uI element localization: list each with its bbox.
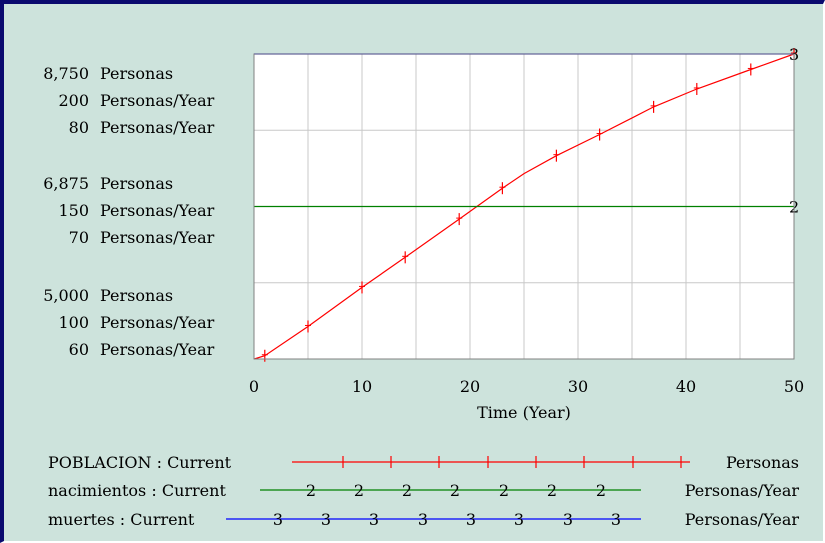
y-tick-label: 150 — [58, 201, 89, 220]
x-tick-label: 30 — [568, 377, 588, 396]
legend-marker: 3 — [273, 510, 283, 529]
y-axis-units: Personas/Year — [100, 91, 215, 110]
y-tick-label: 60 — [69, 340, 89, 359]
legend-label: POBLACION : Current — [48, 453, 232, 472]
legend-label: muertes : Current — [48, 510, 195, 529]
x-tick-label: 20 — [460, 377, 480, 396]
legend-marker: 3 — [369, 510, 379, 529]
y-tick-label: 80 — [69, 118, 89, 137]
legend-marker: 2 — [499, 481, 509, 500]
y-axis-units: Personas/Year — [100, 313, 215, 332]
y-tick-label: 6,875 — [43, 174, 89, 193]
x-axis-label: Time (Year) — [477, 403, 571, 422]
y-tick-label: 70 — [69, 228, 89, 247]
y-axis-units: Personas/Year — [100, 228, 215, 247]
legend-units: Personas/Year — [685, 481, 800, 500]
x-axis-tick-labels: 0 10 20 30 40 50 — [249, 377, 804, 396]
legend-units: Personas/Year — [685, 510, 800, 529]
series-line-1 — [253, 53, 795, 360]
x-tick-label: 0 — [249, 377, 259, 396]
y-axis-units: Personas/Year — [100, 118, 215, 137]
legend-marker: 3 — [418, 510, 428, 529]
y-axis-units: Personas — [100, 64, 173, 83]
x-tick-label: 50 — [784, 377, 804, 396]
legend-marker: 2 — [596, 481, 606, 500]
y-axis-units: Personas — [100, 286, 173, 305]
y-axis-units: Personas — [100, 174, 173, 193]
y-tick-label: 5,000 — [43, 286, 89, 305]
legend: POBLACION : Current Personas nacimientos :… — [48, 453, 799, 529]
legend-marker: 3 — [611, 510, 621, 529]
y-tick-label: 200 — [58, 91, 89, 110]
y-axis-units: Personas/Year — [100, 340, 215, 359]
legend-marker: 3 — [466, 510, 476, 529]
x-tick-label: 10 — [352, 377, 372, 396]
legend-marker: 2 — [547, 481, 557, 500]
y-tick-label: 8,750 — [43, 64, 89, 83]
legend-marker: 3 — [321, 510, 331, 529]
y-tick-label: 100 — [58, 313, 89, 332]
legend-label: nacimientos : Current — [48, 481, 226, 500]
plot-border — [253, 53, 795, 360]
legend-marker: 3 — [563, 510, 573, 529]
legend-marker: 2 — [306, 481, 316, 500]
legend-marker: 2 — [354, 481, 364, 500]
y-axis-labels: 8,750 Personas 200 Personas/Year 80 Personas/… — [43, 64, 214, 359]
legend-units: Personas — [726, 453, 799, 472]
x-tick-label: 40 — [676, 377, 696, 396]
legend-marker: 3 — [514, 510, 524, 529]
legend-marker: 2 — [450, 481, 460, 500]
legend-marker: 2 — [402, 481, 412, 500]
y-axis-units: Personas/Year — [100, 201, 215, 220]
